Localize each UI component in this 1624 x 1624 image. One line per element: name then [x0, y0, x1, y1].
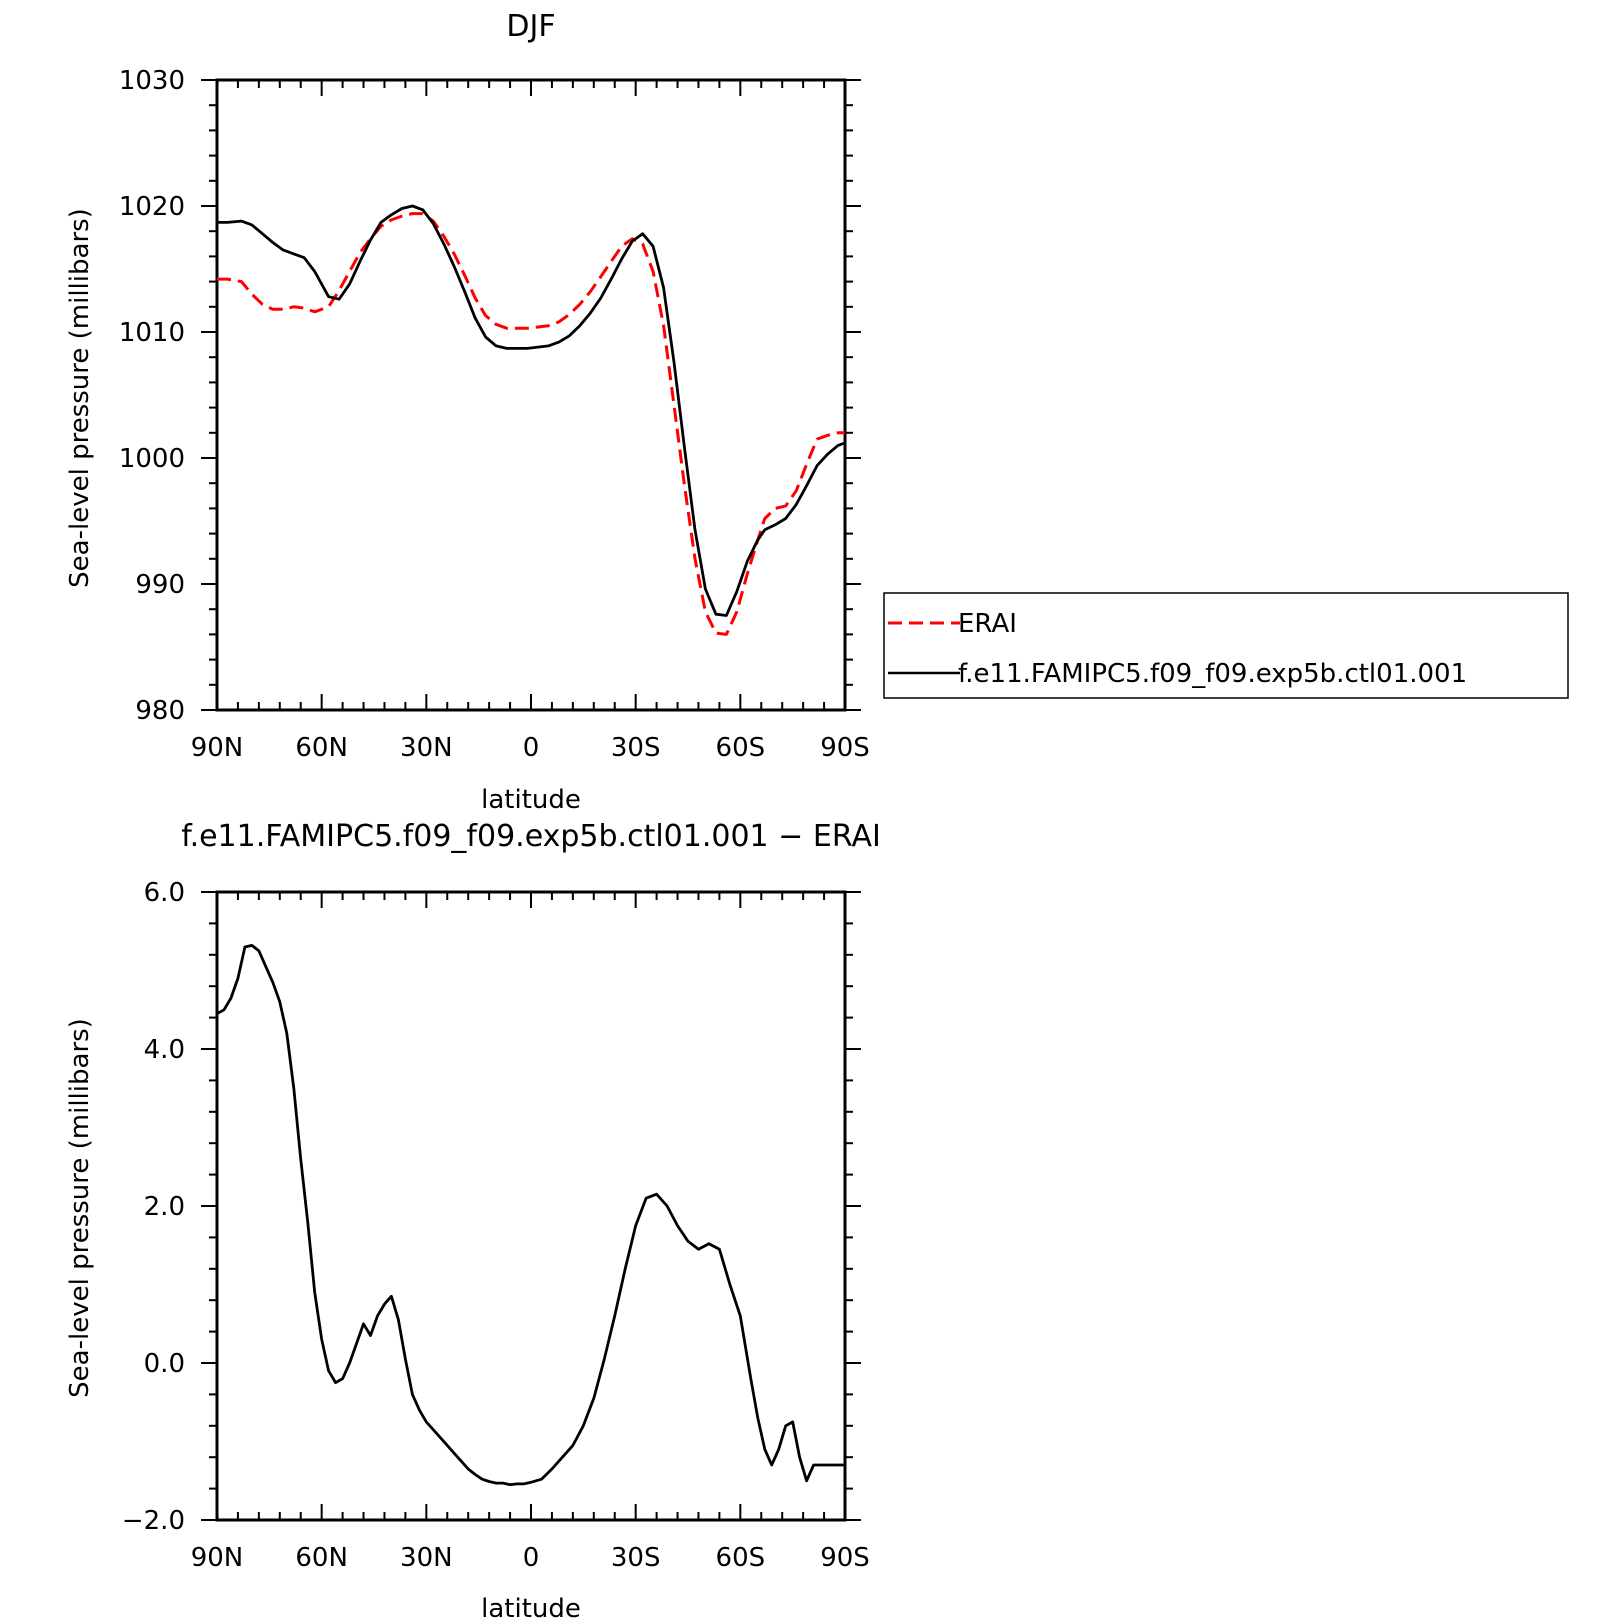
- top-x-axis-title: latitude: [481, 785, 581, 815]
- bottom-x-axis-title: latitude: [481, 1594, 581, 1624]
- top-series-line-0: [217, 212, 845, 636]
- bottom-chart-title: f.e11.FAMIPC5.f09_f09.exp5b.ctl01.001 − …: [181, 819, 881, 854]
- top-y-axis-title: Sea-level pressure (millibars): [65, 208, 95, 588]
- bottom-y-tick-label: 2.0: [144, 1192, 185, 1222]
- bottom-x-tick-label: 60S: [716, 1543, 766, 1573]
- bottom-x-tick-label: 0: [523, 1543, 540, 1573]
- bottom-x-tick-label: 30S: [611, 1543, 661, 1573]
- bottom-y-tick-label: 4.0: [144, 1035, 185, 1065]
- top-y-tick-label: 1020: [119, 192, 185, 222]
- top-x-tick-label: 90N: [191, 733, 244, 763]
- bottom-y-axis-title: Sea-level pressure (millibars): [65, 1018, 95, 1398]
- top-y-tick-label: 1000: [119, 444, 185, 474]
- bottom-x-tick-label: 90N: [191, 1543, 244, 1573]
- bottom-x-tick-label: 30N: [400, 1543, 453, 1573]
- bottom-x-tick-label: 90S: [820, 1543, 870, 1573]
- top-y-tick-label: 1010: [119, 318, 185, 348]
- legend-label-erai: ERAI: [958, 609, 1017, 639]
- legend-label-model: f.e11.FAMIPC5.f09_f09.exp5b.ctl01.001: [958, 659, 1467, 689]
- bottom-y-tick-label: 0.0: [144, 1349, 185, 1379]
- bottom-y-tick-label: 6.0: [144, 878, 185, 908]
- top-x-tick-label: 30N: [400, 733, 453, 763]
- top-x-tick-label: 0: [523, 733, 540, 763]
- top-x-tick-label: 60S: [716, 733, 766, 763]
- bottom-y-tick-label: −2.0: [122, 1506, 185, 1536]
- top-x-tick-label: 60N: [295, 733, 348, 763]
- top-y-tick-label: 1030: [119, 66, 185, 96]
- top-chart-title: DJF: [506, 9, 555, 44]
- bottom-series-line-0: [216, 944, 845, 1487]
- top-y-tick-label: 980: [135, 696, 185, 726]
- legend: ERAI f.e11.FAMIPC5.f09_f09.exp5b.ctl01.0…: [883, 592, 1569, 699]
- top-series-line-1: [217, 204, 846, 617]
- legend-box: [883, 592, 1569, 699]
- top-x-tick-label: 30S: [611, 733, 661, 763]
- top-x-tick-label: 90S: [820, 733, 870, 763]
- top-y-tick-label: 990: [135, 570, 185, 600]
- top-panel: DJF latitude Sea-level pressure (milliba…: [65, 9, 870, 815]
- bottom-x-tick-label: 60N: [295, 1543, 348, 1573]
- bottom-panel: f.e11.FAMIPC5.f09_f09.exp5b.ctl01.001 − …: [65, 819, 881, 1624]
